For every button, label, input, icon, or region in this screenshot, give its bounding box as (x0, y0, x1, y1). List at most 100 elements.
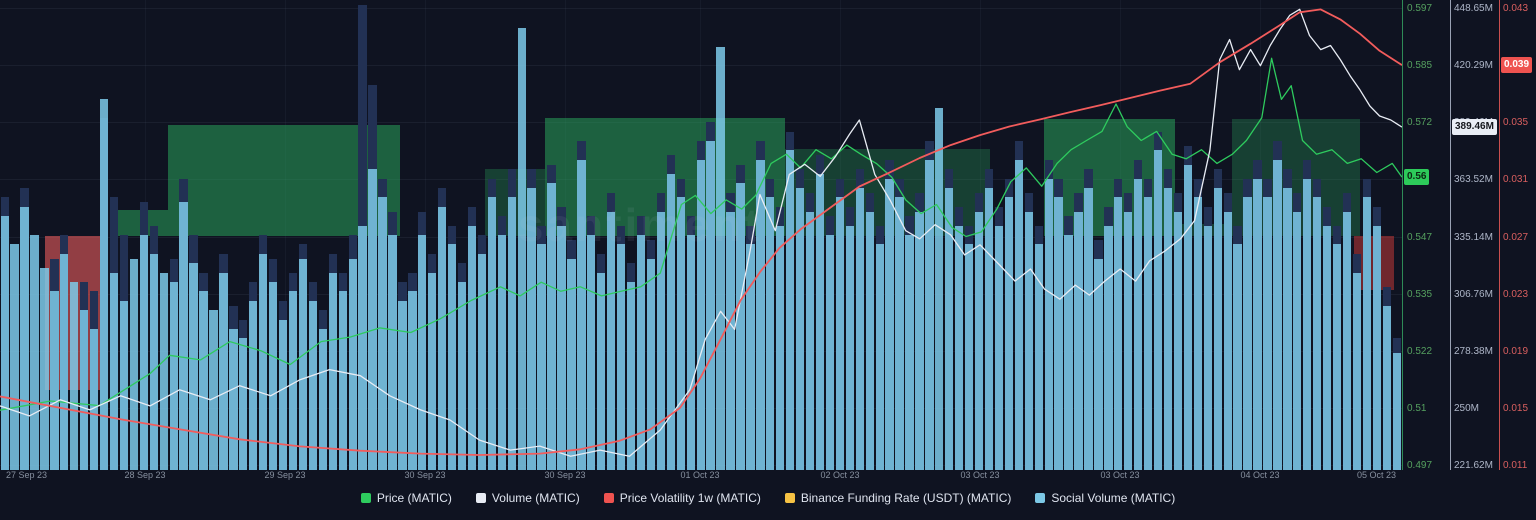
volume-axis-tick: 420.29M (1454, 60, 1493, 72)
price-axis-tick: 0.572 (1407, 117, 1433, 129)
x-axis-date-label: 03 Oct 23 (1100, 470, 1140, 480)
social-volume-bar (1203, 225, 1212, 470)
price-axis-tick: 0.535 (1407, 288, 1433, 300)
volume-axis-tick: 250M (1454, 402, 1480, 414)
social-volume-bar (547, 183, 556, 470)
social-volume-bar (10, 244, 19, 470)
social-volume-bar (636, 235, 646, 470)
social-volume-bar (1004, 197, 1014, 470)
volume-axis-tick: 448.65M (1454, 3, 1493, 14)
social-volume-bar (686, 235, 695, 470)
social-volume-bar (388, 235, 397, 470)
social-volume-bar (179, 202, 188, 470)
social-volume-bar (50, 291, 59, 470)
social-volume-bar (885, 178, 894, 470)
social-volume-bar (20, 206, 29, 470)
x-axis-date-label: 29 Sep 23 (264, 470, 306, 480)
social-volume-bar (835, 197, 845, 470)
social-volume-bar (1104, 225, 1113, 470)
social-volume-bar (438, 206, 447, 470)
social-volume-bar (1342, 211, 1352, 470)
social-volume-bar (577, 159, 586, 470)
legend-item[interactable]: Binance Funding Rate (USDT) (MATIC) (784, 491, 1012, 505)
social-volume-bar (776, 225, 785, 470)
social-volume-bar (945, 188, 954, 470)
volatility-axis-tick: 0.035 (1503, 117, 1529, 129)
social-volume-bar (597, 272, 606, 470)
social-volume-bar (1332, 244, 1342, 470)
volume-axis-tick: 306.76M (1454, 288, 1493, 300)
legend-item[interactable]: Volume (MATIC) (475, 491, 580, 505)
social-volume-bar (119, 300, 129, 470)
social-volume-bar (696, 159, 705, 470)
social-volume-bar (1372, 225, 1381, 470)
social-volume-bar (646, 258, 656, 470)
legend-label: Binance Funding Rate (USDT) (MATIC) (800, 491, 1012, 505)
social-volume-bar (1322, 225, 1332, 470)
social-volume-bar (129, 258, 139, 470)
social-volume-bar (1183, 164, 1193, 470)
plot-area[interactable] (0, 0, 1402, 470)
social-volume-bar (1273, 159, 1282, 470)
social-volume-bar (805, 211, 815, 470)
social-volume-bar (1124, 211, 1133, 470)
legend-swatch (360, 493, 371, 503)
legend-label: Social Volume (MATIC) (1051, 491, 1176, 505)
social-volume-bar (89, 329, 99, 470)
social-volume-bar (457, 282, 467, 470)
volatility-axis-spine (1499, 0, 1500, 470)
social-volume-bar (1352, 272, 1362, 470)
social-volume-bar (845, 225, 854, 470)
x-axis-date-label: 03 Oct 23 (960, 470, 1000, 480)
social-volume-bar (169, 282, 178, 470)
social-volume-bar (1243, 197, 1252, 470)
social-volume-bar (855, 188, 864, 470)
social-volume-bar (268, 282, 278, 470)
social-volume-bar (974, 211, 984, 470)
social-volume-bar (716, 47, 725, 470)
social-volume-bar (1283, 188, 1292, 470)
social-volume-bar (318, 329, 327, 470)
social-volume-bar (428, 272, 437, 470)
legend-item[interactable]: Price (MATIC) (360, 491, 452, 505)
legend-item[interactable]: Social Volume (MATIC) (1035, 491, 1175, 505)
social-volume-bar (1064, 235, 1073, 470)
social-volume-bar (955, 225, 964, 470)
legend-label: Price (MATIC) (376, 491, 452, 505)
volatility-axis-tick: 0.031 (1503, 174, 1529, 186)
social-volume-bar (746, 244, 755, 470)
price-axis-tick: 0.597 (1407, 3, 1433, 14)
social-volume-bar (1054, 197, 1063, 470)
social-volume-bar (1084, 188, 1093, 470)
social-volume-bar (259, 253, 268, 470)
social-volume-bar (994, 225, 1004, 470)
x-axis-date-label: 04 Oct 23 (1240, 470, 1280, 480)
social-volume-bar (348, 258, 357, 470)
social-volume-bar (209, 310, 218, 470)
social-volume-bar (378, 197, 387, 470)
social-volume-bar (1143, 197, 1153, 470)
legend-item[interactable]: Price Volatility 1w (MATIC) (603, 491, 761, 505)
x-axis-date-label: 05 Oct 23 (1356, 470, 1396, 480)
social-volume-bar (875, 244, 884, 470)
social-volume-bar (1044, 178, 1053, 470)
social-volume-bar (278, 319, 288, 470)
social-volume-bar (189, 263, 198, 470)
social-volume-bar (527, 188, 536, 470)
social-volume-bar (567, 258, 576, 470)
volatility-current-value-badge: 0.039 (1501, 57, 1533, 74)
x-axis-date-label: 01 Oct 23 (680, 470, 720, 480)
social-volume-bar (607, 211, 616, 470)
legend-swatch (784, 493, 795, 503)
social-volume-bar (1253, 178, 1262, 470)
social-volume-bar (1303, 178, 1312, 470)
volume-axis-tick: 221.62M (1454, 460, 1493, 471)
social-volume-bar (1223, 211, 1232, 470)
social-volume-bar (895, 197, 904, 470)
social-volume-bar (766, 197, 775, 470)
social-volume-bar (517, 28, 526, 470)
social-volume-bar (139, 235, 149, 470)
social-volume-bar (984, 188, 994, 470)
social-volume-bar (1392, 352, 1401, 470)
